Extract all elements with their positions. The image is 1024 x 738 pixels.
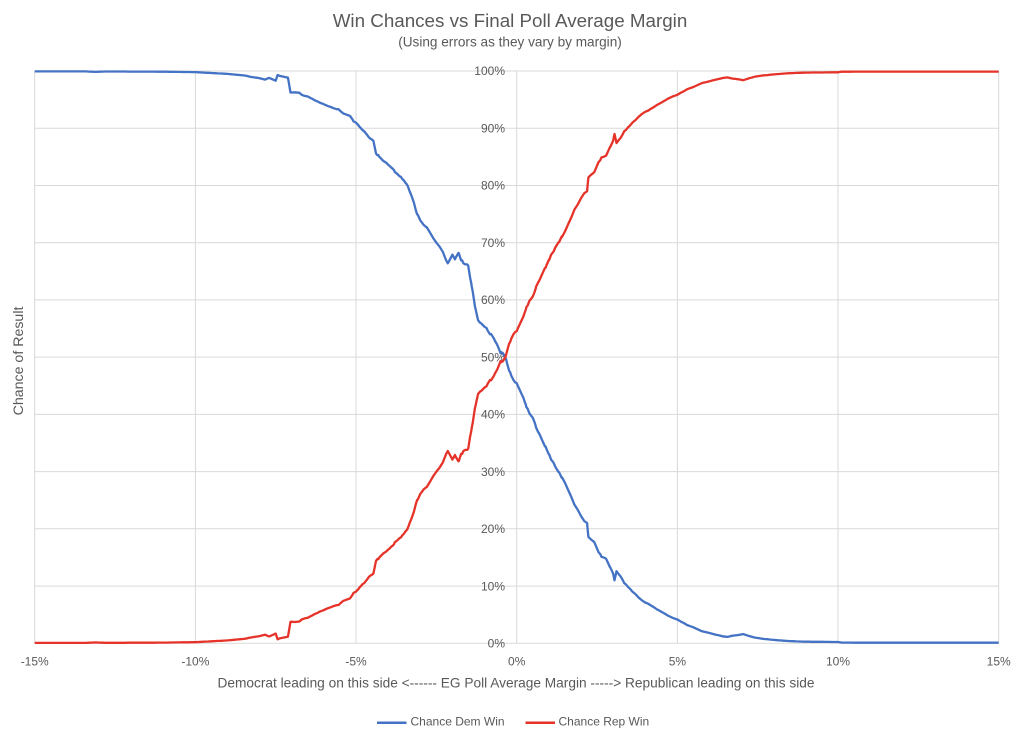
svg-text:60%: 60% [481,293,505,307]
svg-text:70%: 70% [481,236,505,250]
svg-text:-15%: -15% [21,655,49,669]
svg-text:Chance Rep Win: Chance Rep Win [559,715,650,729]
svg-text:30%: 30% [481,465,505,479]
svg-text:80%: 80% [481,179,505,193]
svg-text:Chance Dem Win: Chance Dem Win [411,715,505,729]
svg-text:Democrat leading on this side: Democrat leading on this side <------ EG… [218,676,815,691]
svg-text:10%: 10% [826,655,850,669]
svg-text:-10%: -10% [181,655,209,669]
svg-text:0%: 0% [508,655,526,669]
svg-text:10%: 10% [481,579,505,593]
svg-text:0%: 0% [488,637,506,651]
svg-text:50%: 50% [481,350,505,364]
svg-text:15%: 15% [987,655,1011,669]
svg-text:Win Chances vs Final Poll Aver: Win Chances vs Final Poll Average Margin [333,10,688,31]
svg-text:-5%: -5% [345,655,367,669]
svg-text:90%: 90% [481,121,505,135]
svg-text:Chance of Result: Chance of Result [11,307,27,416]
svg-text:(Using errors as they vary by: (Using errors as they vary by margin) [398,35,622,50]
svg-text:100%: 100% [474,64,505,78]
svg-text:40%: 40% [481,408,505,422]
svg-text:5%: 5% [669,655,687,669]
svg-text:20%: 20% [481,522,505,536]
